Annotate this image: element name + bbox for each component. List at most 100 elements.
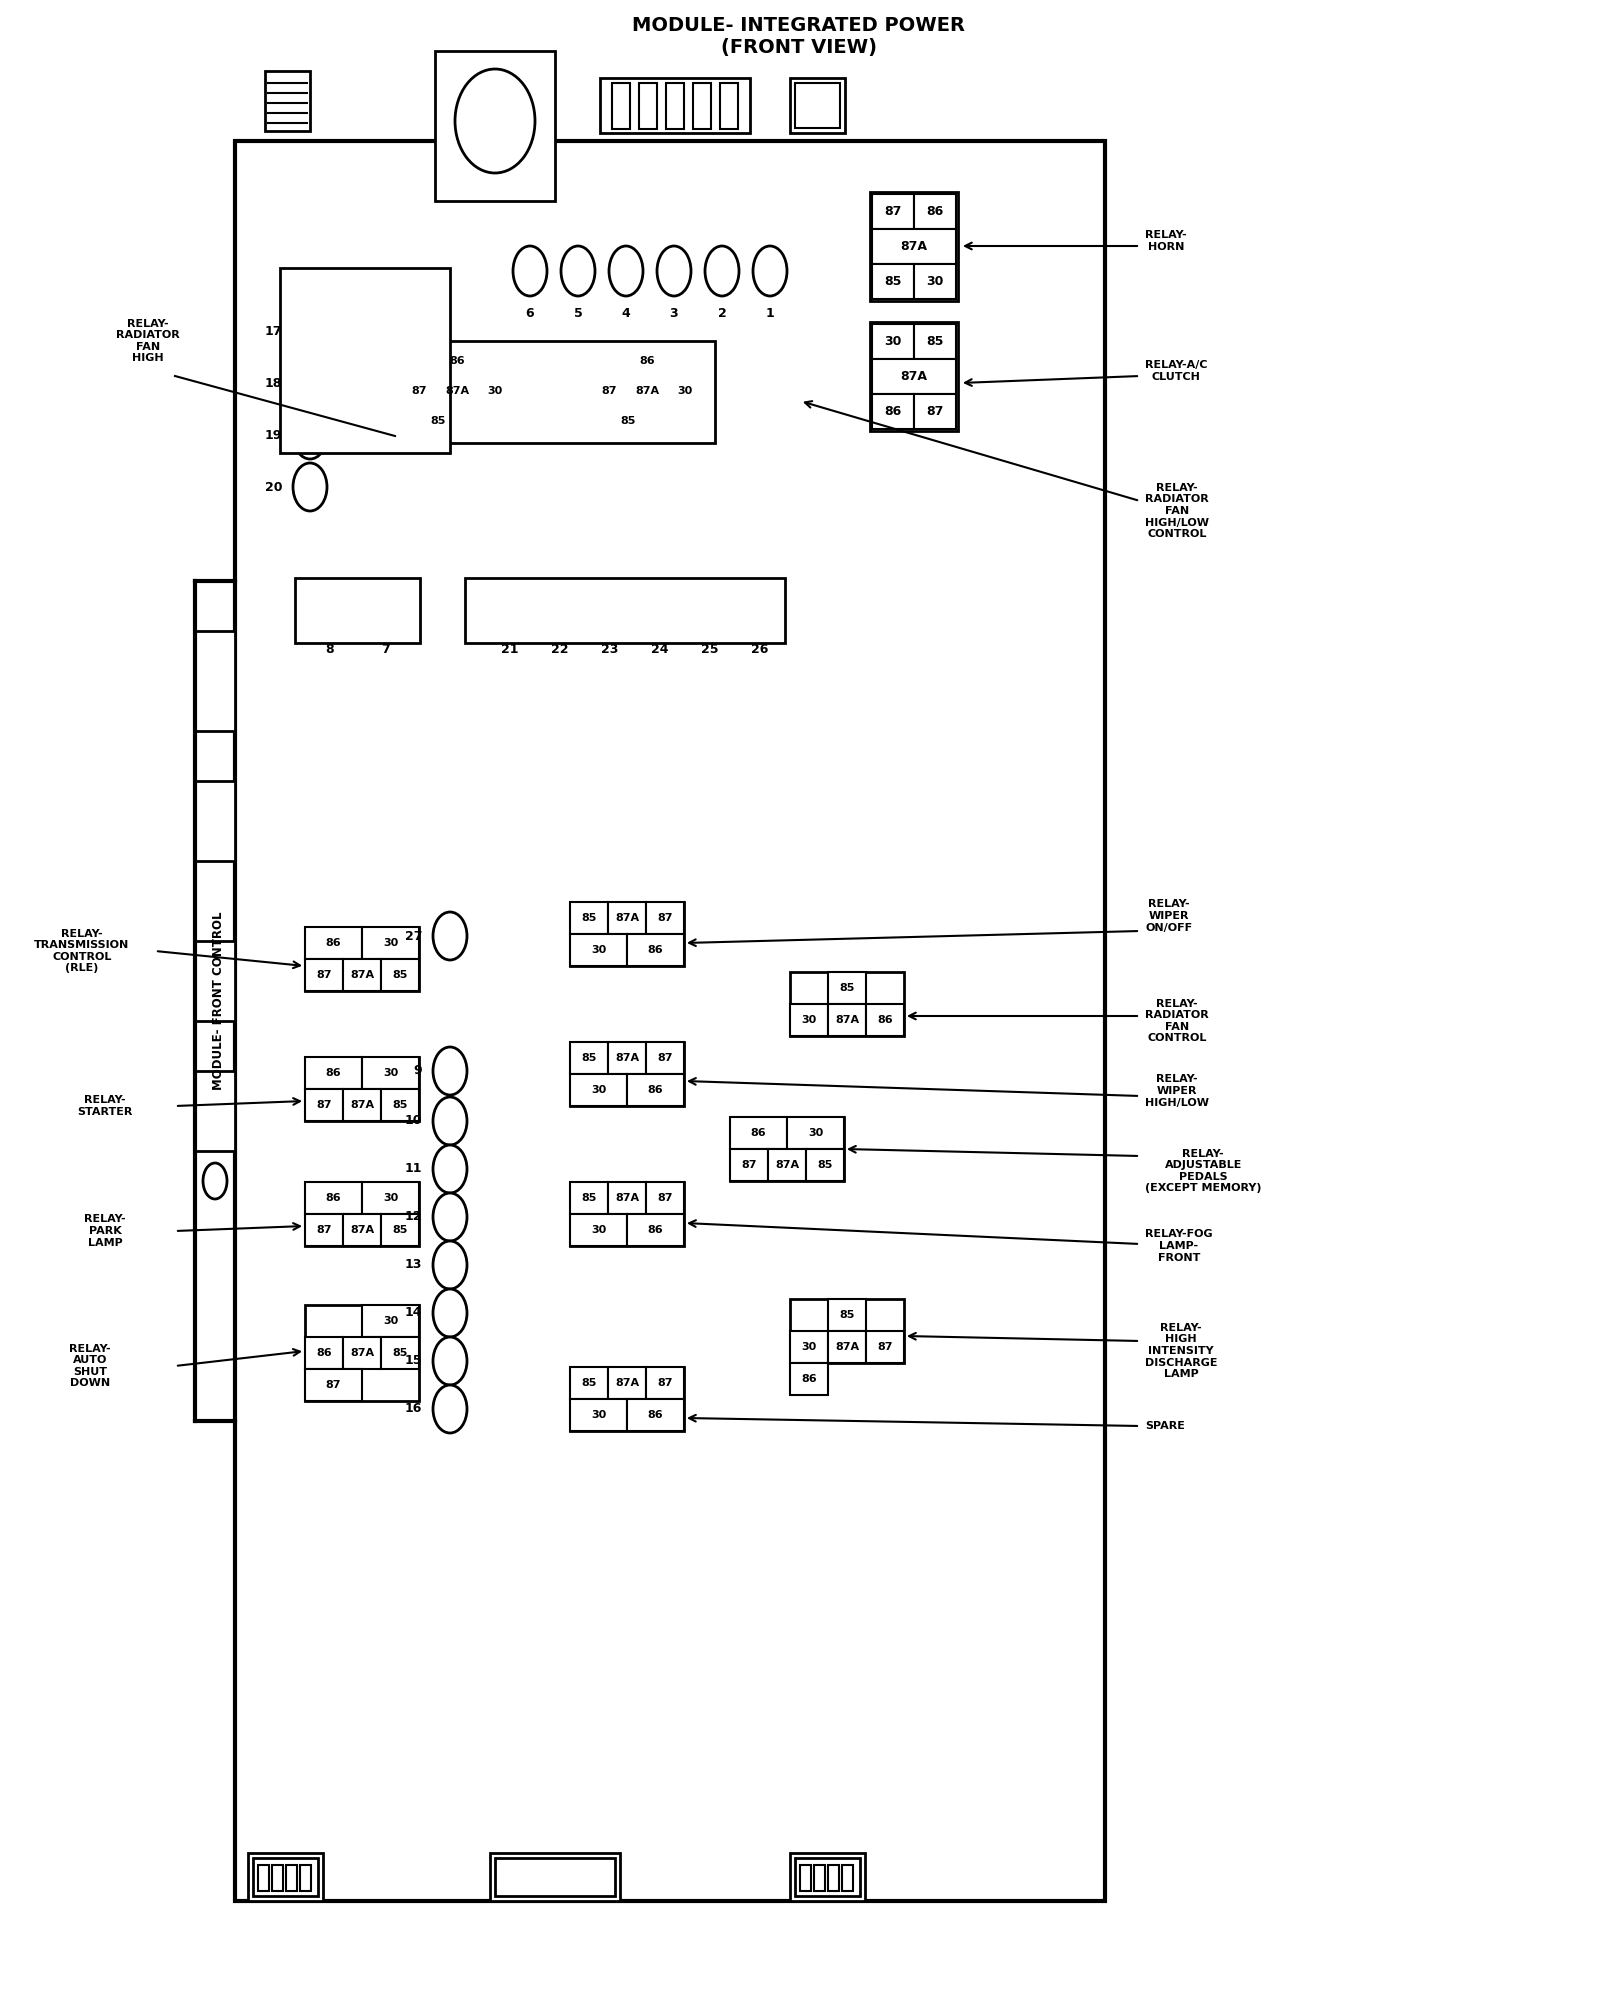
Text: 11: 11: [405, 1163, 422, 1175]
Text: 30: 30: [592, 1225, 606, 1235]
Text: 85: 85: [926, 334, 943, 348]
Bar: [305, 1057, 419, 1121]
Bar: [590, 406, 667, 436]
Text: 1: 1: [766, 306, 774, 320]
Bar: [569, 1367, 684, 1431]
Text: 86: 86: [648, 1225, 664, 1235]
Text: 87A: 87A: [616, 1379, 640, 1389]
Bar: [465, 578, 785, 642]
Text: 20: 20: [264, 480, 281, 494]
Ellipse shape: [744, 586, 777, 634]
Text: 30: 30: [488, 386, 502, 396]
Bar: [305, 1215, 344, 1247]
Bar: [361, 1057, 419, 1089]
Bar: [381, 1215, 419, 1247]
Bar: [814, 1865, 825, 1891]
Text: 87A: 87A: [835, 1343, 859, 1353]
Text: 2: 2: [718, 306, 726, 320]
Bar: [195, 940, 235, 1021]
Text: MODULE- FRONT CONTROL: MODULE- FRONT CONTROL: [211, 912, 224, 1091]
Bar: [569, 1215, 627, 1247]
Text: 87A: 87A: [445, 386, 469, 396]
Bar: [569, 934, 627, 966]
Bar: [628, 346, 667, 376]
Text: RELAY-FOG
LAMP-
FRONT: RELAY-FOG LAMP- FRONT: [1145, 1229, 1212, 1263]
Text: 17: 17: [264, 324, 281, 338]
Bar: [871, 228, 956, 264]
Bar: [590, 346, 704, 436]
Ellipse shape: [643, 586, 676, 634]
Text: 87: 87: [657, 1193, 673, 1203]
Bar: [489, 1853, 620, 1901]
Text: 85: 85: [582, 1193, 596, 1203]
Ellipse shape: [433, 1193, 467, 1241]
Text: 15: 15: [405, 1355, 422, 1367]
Bar: [400, 346, 513, 436]
Bar: [294, 578, 421, 642]
Text: 85: 85: [392, 1349, 408, 1359]
Ellipse shape: [433, 912, 467, 960]
Bar: [253, 1859, 318, 1897]
Text: 87A: 87A: [350, 1225, 374, 1235]
Text: 87: 87: [878, 1343, 892, 1353]
Bar: [361, 926, 419, 958]
Bar: [400, 376, 438, 406]
Text: 30: 30: [382, 1069, 398, 1079]
Bar: [646, 1043, 684, 1075]
Text: 85: 85: [430, 416, 446, 426]
Bar: [667, 82, 684, 128]
Bar: [305, 958, 344, 990]
Bar: [790, 1331, 828, 1363]
Bar: [361, 1305, 419, 1337]
Bar: [496, 1859, 616, 1897]
Text: RELAY-
HIGH
INTENSITY
DISCHARGE
LAMP: RELAY- HIGH INTENSITY DISCHARGE LAMP: [1145, 1323, 1217, 1379]
Ellipse shape: [293, 462, 328, 510]
Ellipse shape: [313, 586, 347, 634]
Text: 30: 30: [592, 1411, 606, 1421]
Text: 85: 85: [582, 912, 596, 922]
Text: 16: 16: [405, 1403, 422, 1415]
Bar: [569, 1183, 608, 1215]
Bar: [828, 1865, 839, 1891]
Text: 25: 25: [702, 642, 718, 656]
Bar: [871, 264, 915, 298]
Bar: [790, 1005, 828, 1037]
Text: 4: 4: [622, 306, 630, 320]
Text: 30: 30: [801, 1343, 817, 1353]
Text: 87: 87: [926, 404, 943, 418]
Text: 6: 6: [526, 306, 534, 320]
Ellipse shape: [753, 246, 787, 296]
Text: RELAY-
AUTO
SHUT
DOWN: RELAY- AUTO SHUT DOWN: [69, 1343, 110, 1389]
Bar: [867, 1331, 903, 1363]
Text: 87: 87: [884, 204, 902, 218]
Text: RELAY-
PARK
LAMP: RELAY- PARK LAMP: [85, 1215, 126, 1247]
Bar: [435, 50, 555, 200]
Bar: [871, 358, 956, 394]
Ellipse shape: [593, 586, 627, 634]
Bar: [344, 1215, 381, 1247]
Bar: [305, 1057, 361, 1089]
Bar: [720, 82, 739, 128]
Text: 7: 7: [381, 642, 390, 656]
Bar: [235, 140, 1105, 1901]
Bar: [692, 82, 712, 128]
Text: 87: 87: [657, 912, 673, 922]
Text: 86: 86: [326, 1193, 341, 1203]
Bar: [608, 1043, 646, 1075]
Text: 14: 14: [405, 1307, 422, 1319]
Bar: [344, 958, 381, 990]
Bar: [828, 1299, 867, 1331]
Bar: [915, 394, 956, 428]
Ellipse shape: [561, 246, 595, 296]
Bar: [871, 394, 915, 428]
Bar: [800, 1865, 811, 1891]
Bar: [612, 82, 630, 128]
Ellipse shape: [692, 586, 728, 634]
Ellipse shape: [433, 1289, 467, 1337]
Bar: [790, 1363, 828, 1395]
Bar: [381, 958, 419, 990]
Text: 85: 85: [620, 416, 636, 426]
Text: 85: 85: [582, 1379, 596, 1389]
Bar: [627, 934, 684, 966]
Bar: [790, 972, 903, 1037]
